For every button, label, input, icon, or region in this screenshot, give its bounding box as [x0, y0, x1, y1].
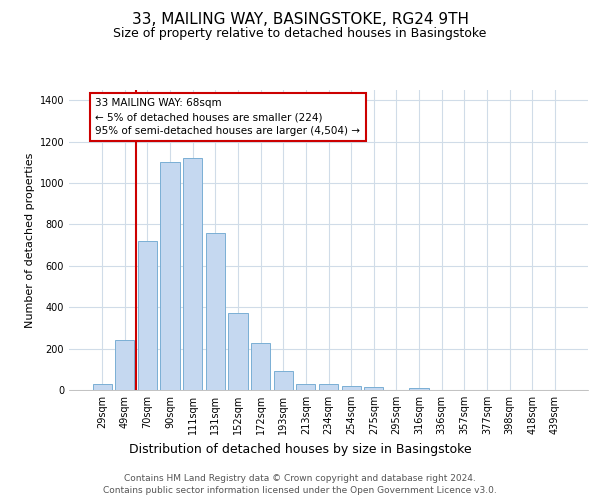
Bar: [296, 384, 316, 390]
Bar: [251, 344, 270, 390]
Y-axis label: Number of detached properties: Number of detached properties: [25, 152, 35, 328]
Text: 33 MAILING WAY: 68sqm
← 5% of detached houses are smaller (224)
95% of semi-deta: 33 MAILING WAY: 68sqm ← 5% of detached h…: [95, 98, 361, 136]
Bar: [319, 384, 338, 390]
Bar: [341, 386, 361, 390]
Text: Size of property relative to detached houses in Basingstoke: Size of property relative to detached ho…: [113, 28, 487, 40]
Bar: [409, 388, 428, 390]
Bar: [92, 384, 112, 390]
Bar: [138, 241, 157, 390]
Bar: [364, 387, 383, 390]
Bar: [274, 372, 293, 390]
Bar: [183, 158, 202, 390]
Text: Distribution of detached houses by size in Basingstoke: Distribution of detached houses by size …: [128, 442, 472, 456]
Bar: [229, 314, 248, 390]
Text: 33, MAILING WAY, BASINGSTOKE, RG24 9TH: 33, MAILING WAY, BASINGSTOKE, RG24 9TH: [131, 12, 469, 28]
Text: Contains HM Land Registry data © Crown copyright and database right 2024.
Contai: Contains HM Land Registry data © Crown c…: [103, 474, 497, 495]
Bar: [206, 233, 225, 390]
Bar: [160, 162, 180, 390]
Bar: [115, 340, 134, 390]
